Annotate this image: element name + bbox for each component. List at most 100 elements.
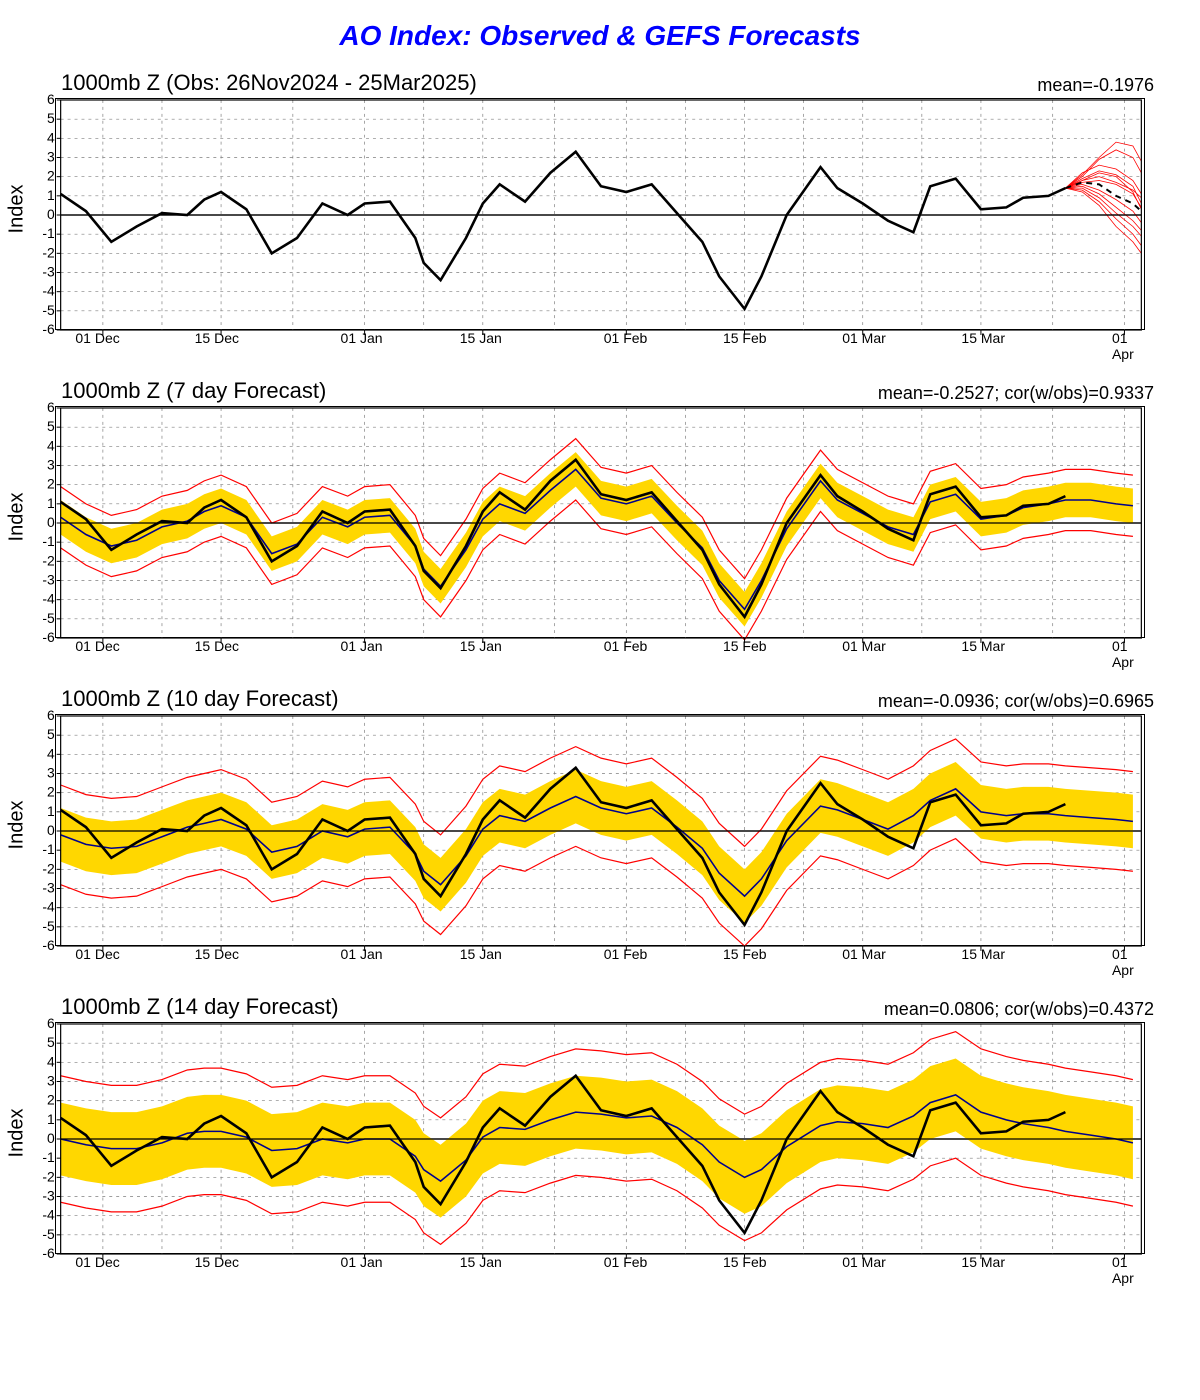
xtick-label: 15 Mar bbox=[961, 638, 1005, 654]
x-axis-labels: 01 Dec15 Dec01 Jan15 Jan01 Feb15 Feb01 M… bbox=[55, 638, 1160, 656]
svg-text:5: 5 bbox=[47, 110, 55, 126]
svg-text:4: 4 bbox=[47, 745, 55, 761]
svg-text:6: 6 bbox=[47, 91, 55, 107]
xtick-label: 01 Mar bbox=[842, 330, 886, 346]
xtick-label: 15 Jan bbox=[460, 638, 502, 654]
svg-text:1: 1 bbox=[47, 803, 55, 819]
svg-text:4: 4 bbox=[47, 437, 55, 453]
xtick-label: 15 Dec bbox=[195, 330, 239, 346]
xtick-label: 15 Dec bbox=[195, 638, 239, 654]
svg-text:-3: -3 bbox=[42, 571, 55, 587]
svg-text:-1: -1 bbox=[42, 841, 55, 857]
svg-text:3: 3 bbox=[47, 1072, 55, 1088]
svg-text:-2: -2 bbox=[42, 860, 55, 876]
xtick-label: 01 Dec bbox=[75, 946, 119, 962]
xtick-label: 15 Feb bbox=[723, 1254, 767, 1270]
page-title: AO Index: Observed & GEFS Forecasts bbox=[0, 20, 1200, 52]
svg-text:3: 3 bbox=[47, 456, 55, 472]
svg-text:-5: -5 bbox=[42, 1226, 55, 1242]
svg-text:-1: -1 bbox=[42, 225, 55, 241]
svg-text:-3: -3 bbox=[42, 879, 55, 895]
xtick-label: 15 Jan bbox=[460, 1254, 502, 1270]
svg-text:-6: -6 bbox=[42, 629, 55, 645]
xtick-label: 01 Jan bbox=[341, 1254, 383, 1270]
svg-text:-2: -2 bbox=[42, 552, 55, 568]
svg-text:2: 2 bbox=[47, 168, 55, 184]
svg-text:0: 0 bbox=[47, 822, 55, 838]
xtick-label: 15 Mar bbox=[961, 1254, 1005, 1270]
svg-text:-6: -6 bbox=[42, 1245, 55, 1261]
svg-text:-5: -5 bbox=[42, 610, 55, 626]
spread-band bbox=[61, 762, 1133, 923]
plot-area: -6-5-4-3-2-10123456 bbox=[55, 406, 1145, 638]
svg-text:-5: -5 bbox=[42, 918, 55, 934]
svg-text:6: 6 bbox=[47, 399, 55, 415]
xtick-label: 01 Apr bbox=[1112, 1254, 1144, 1286]
xtick-label: 15 Feb bbox=[723, 330, 767, 346]
chart-panel-obs: 1000mb Z (Obs: 26Nov2024 - 25Mar2025) me… bbox=[55, 70, 1160, 348]
xtick-label: 01 Feb bbox=[604, 330, 648, 346]
xtick-label: 01 Mar bbox=[842, 638, 886, 654]
panel-title: 1000mb Z (10 day Forecast) bbox=[61, 686, 339, 712]
svg-text:-5: -5 bbox=[42, 302, 55, 318]
xtick-label: 01 Feb bbox=[604, 1254, 648, 1270]
xtick-label: 15 Dec bbox=[195, 1254, 239, 1270]
x-axis-labels: 01 Dec 15 Dec 01 Jan 15 Jan 01 Feb 15 Feb 01 M… bbox=[55, 330, 1160, 348]
xtick-label: 15 Dec bbox=[195, 946, 239, 962]
xtick-label: 15 Mar bbox=[961, 946, 1005, 962]
panel-stats: mean=0.0806; cor(w/obs)=0.4372 bbox=[884, 999, 1154, 1020]
xtick-label: 15 Mar bbox=[961, 330, 1005, 346]
svg-text:-6: -6 bbox=[42, 937, 55, 953]
panel-title: 1000mb Z (14 day Forecast) bbox=[61, 994, 339, 1020]
svg-text:3: 3 bbox=[47, 764, 55, 780]
panel-stats: mean=-0.1976 bbox=[1037, 75, 1154, 96]
xtick-label: 01 Dec bbox=[75, 1254, 119, 1270]
xtick-label: 01 Mar bbox=[842, 946, 886, 962]
xtick-label: 15 Jan bbox=[460, 330, 502, 346]
svg-text:-1: -1 bbox=[42, 533, 55, 549]
xtick-label: 01 Jan bbox=[341, 946, 383, 962]
x-axis-labels: 01 Dec15 Dec01 Jan15 Jan01 Feb15 Feb01 M… bbox=[55, 1254, 1160, 1272]
svg-text:-2: -2 bbox=[42, 244, 55, 260]
panel-title: 1000mb Z (7 day Forecast) bbox=[61, 378, 326, 404]
plot-area: -6-5-4-3-2-10123456 bbox=[55, 714, 1145, 946]
svg-text:2: 2 bbox=[47, 784, 55, 800]
svg-text:-3: -3 bbox=[42, 1187, 55, 1203]
svg-text:-3: -3 bbox=[42, 263, 55, 279]
svg-text:3: 3 bbox=[47, 148, 55, 164]
spread-band bbox=[61, 1058, 1133, 1217]
xtick-label: 01 Apr bbox=[1112, 946, 1144, 978]
svg-text:1: 1 bbox=[47, 495, 55, 511]
svg-text:5: 5 bbox=[47, 418, 55, 434]
chart-panel-f14: 1000mb Z (14 day Forecast) mean=0.0806; … bbox=[55, 994, 1160, 1272]
svg-text:4: 4 bbox=[47, 1053, 55, 1069]
svg-text:-4: -4 bbox=[42, 591, 55, 607]
spread-band bbox=[61, 452, 1133, 626]
plot-area: -6-5-4-3-2-10123456 bbox=[55, 98, 1145, 330]
y-axis-label: Index bbox=[6, 493, 29, 542]
xtick-label: 01 Dec bbox=[75, 330, 119, 346]
plot-area: -6-5-4-3-2-10123456 bbox=[55, 1022, 1145, 1254]
xtick-label: 01 Feb bbox=[604, 946, 648, 962]
svg-text:-4: -4 bbox=[42, 899, 55, 915]
svg-text:0: 0 bbox=[47, 206, 55, 222]
svg-text:-6: -6 bbox=[42, 321, 55, 337]
svg-text:-1: -1 bbox=[42, 1149, 55, 1165]
y-axis-label: Index bbox=[6, 1109, 29, 1158]
page-root: AO Index: Observed & GEFS Forecasts 1000… bbox=[0, 0, 1200, 1322]
xtick-label: 01 Jan bbox=[341, 638, 383, 654]
svg-text:0: 0 bbox=[47, 1130, 55, 1146]
svg-text:1: 1 bbox=[47, 187, 55, 203]
y-axis-label: Index bbox=[6, 801, 29, 850]
y-axis-label: Index bbox=[6, 185, 29, 234]
svg-text:0: 0 bbox=[47, 514, 55, 530]
xtick-label: 15 Jan bbox=[460, 946, 502, 962]
panels-container: 1000mb Z (Obs: 26Nov2024 - 25Mar2025) me… bbox=[0, 70, 1200, 1272]
xtick-label: 01 Apr bbox=[1112, 330, 1144, 362]
svg-text:2: 2 bbox=[47, 476, 55, 492]
svg-text:5: 5 bbox=[47, 1034, 55, 1050]
panel-stats: mean=-0.2527; cor(w/obs)=0.9337 bbox=[878, 383, 1154, 404]
xtick-label: 15 Feb bbox=[723, 638, 767, 654]
svg-text:2: 2 bbox=[47, 1092, 55, 1108]
xtick-label: 01 Jan bbox=[341, 330, 383, 346]
